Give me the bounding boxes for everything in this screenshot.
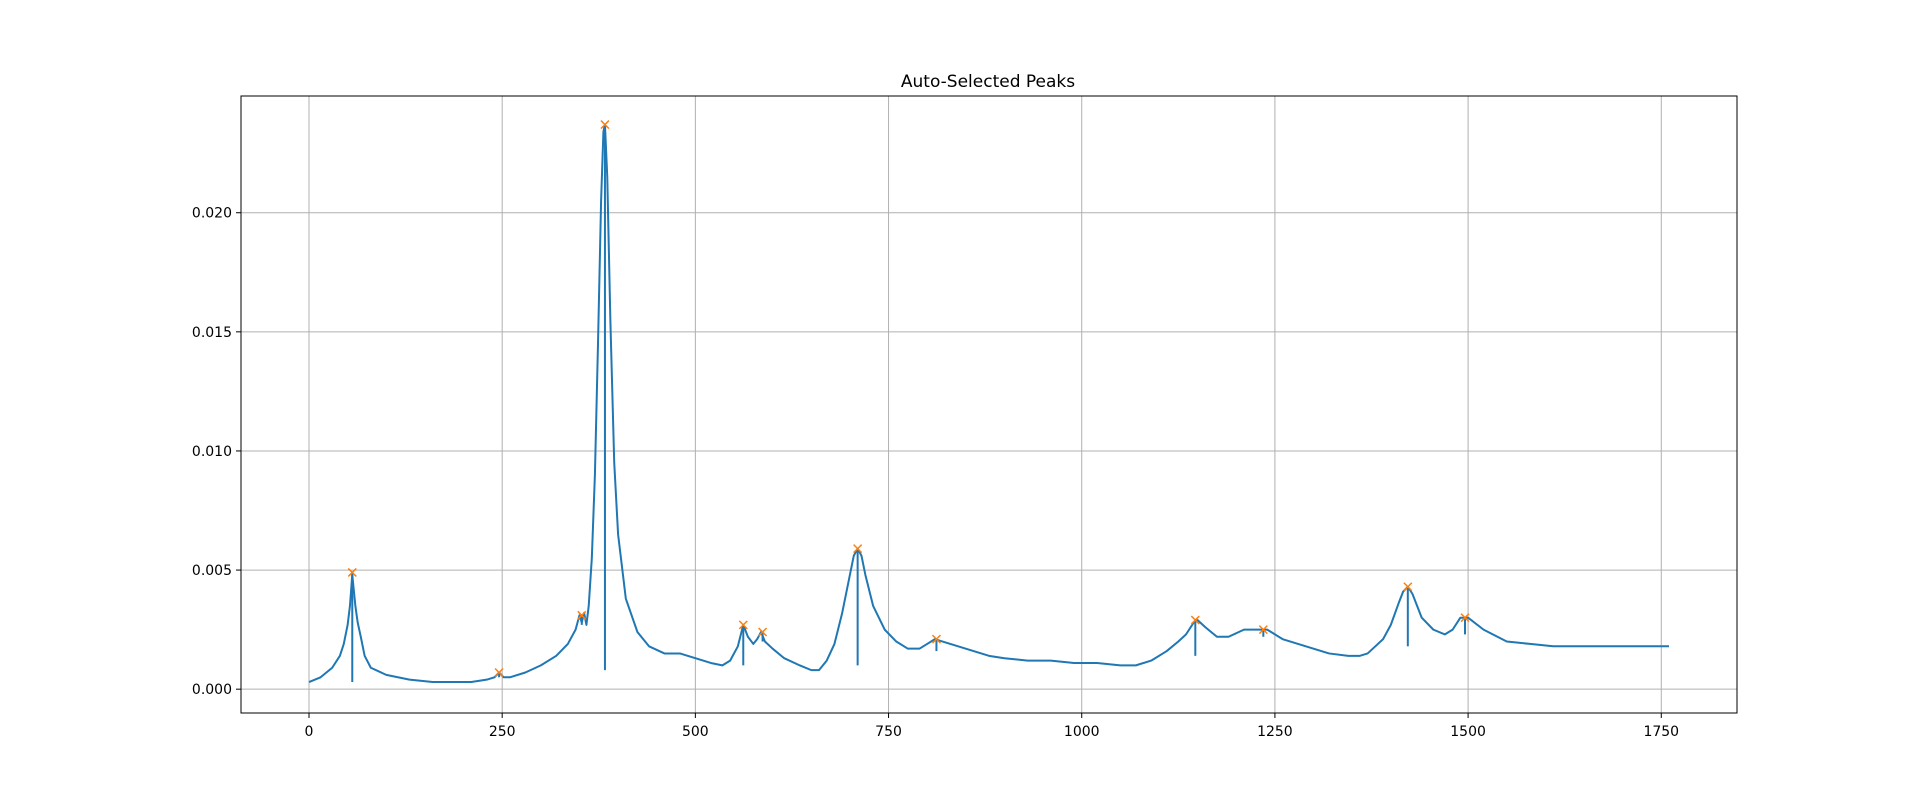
peak-marker — [1460, 613, 1470, 623]
y-tick-label: 0.015 — [192, 325, 232, 341]
x-tick-label: 0 — [305, 724, 314, 740]
y-tick-label: 0.005 — [192, 563, 232, 579]
y-axis: 0.000 0.005 0.010 0.015 0.020 — [192, 206, 241, 698]
x-tick-label: 750 — [875, 724, 902, 740]
peak-stems — [351, 124, 1466, 683]
y-tick-label: 0.020 — [192, 206, 232, 222]
x-tick-label: 250 — [489, 724, 516, 740]
plot-area-frame — [240, 95, 1738, 714]
y-tick-label: 0.000 — [192, 682, 232, 698]
peak-marker — [494, 667, 504, 678]
grid-lines — [241, 96, 1737, 713]
peak-marker — [758, 627, 768, 637]
peak-marker — [853, 544, 863, 554]
x-tick-label: 1000 — [1064, 724, 1100, 740]
x-tick-label: 1250 — [1257, 724, 1293, 740]
peak-marker — [1190, 615, 1200, 625]
y-tick-label: 0.010 — [192, 444, 232, 460]
peak-marker — [347, 567, 357, 577]
x-tick-label: 1750 — [1643, 724, 1679, 740]
x-tick-label: 500 — [682, 724, 709, 740]
peak-marker — [1403, 582, 1413, 592]
x-tick-label: 1500 — [1450, 724, 1486, 740]
peak-marker — [600, 120, 610, 130]
series-layer — [308, 123, 1669, 684]
chart-title: Auto-Selected Peaks — [901, 72, 1075, 92]
peak-marker — [577, 610, 587, 620]
peak-marker — [1258, 625, 1268, 635]
peak-marker — [738, 620, 748, 630]
peak-markers — [347, 120, 1470, 678]
peak-marker — [931, 634, 941, 644]
x-axis: 0 250 500 750 1000 1250 1500 1750 — [305, 713, 1679, 740]
spectrum-line — [308, 123, 1669, 684]
